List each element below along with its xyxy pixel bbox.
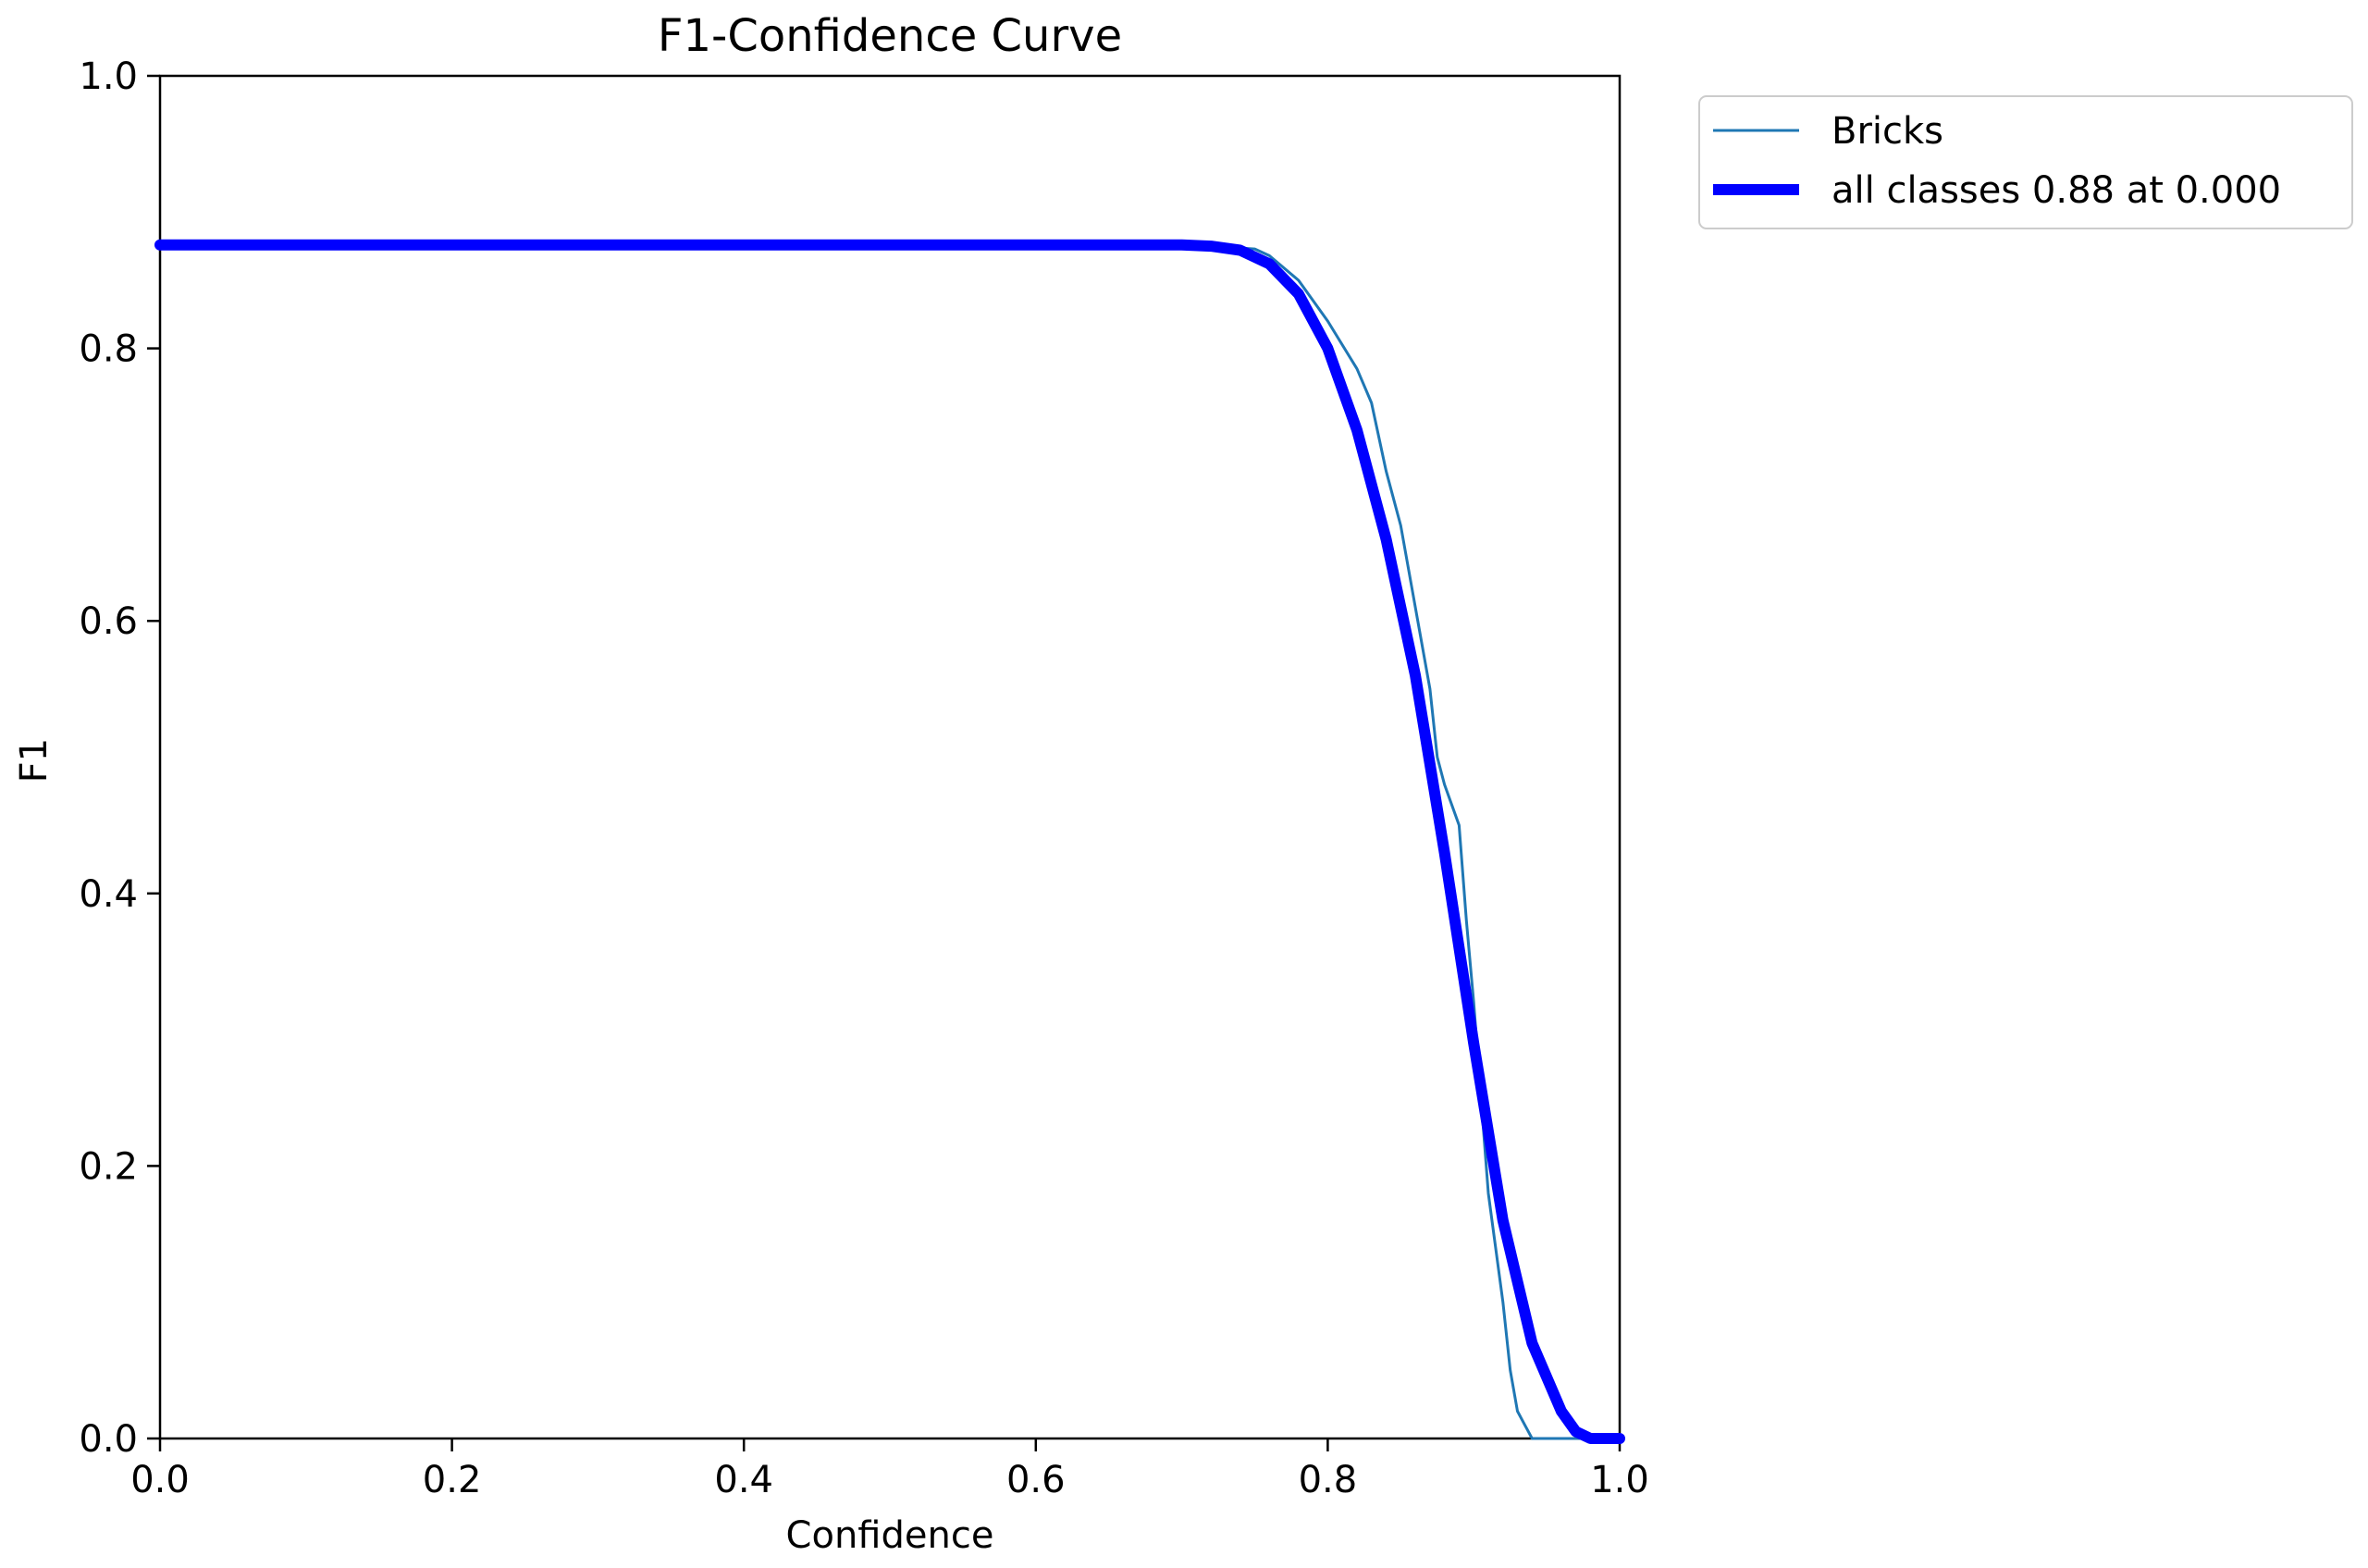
series-line-bricks xyxy=(158,244,1622,1440)
y-tick-label: 0.6 xyxy=(79,600,138,643)
legend-label-all-classes: all classes 0.88 at 0.000 xyxy=(1832,169,2281,212)
chart-title: F1-Confidence Curve xyxy=(658,10,1122,62)
x-tick-label: 0.4 xyxy=(714,1459,773,1501)
y-tick-label: 1.0 xyxy=(79,56,138,98)
series-line-all-classes xyxy=(154,239,1625,1444)
y-tick-label: 0.2 xyxy=(79,1145,138,1188)
x-tick-label: 0.8 xyxy=(1299,1459,1358,1501)
y-axis-label: F1 xyxy=(13,738,56,783)
y-axis-ticks: 0.0 0.2 0.4 0.6 0.8 1.0 xyxy=(79,56,160,1461)
series-group xyxy=(154,239,1625,1444)
legend-box xyxy=(1698,95,2353,229)
x-tick-label: 0.6 xyxy=(1006,1459,1066,1501)
plot-area xyxy=(158,74,1622,1440)
x-tick-label: 0.0 xyxy=(130,1459,190,1501)
y-tick-label: 0.4 xyxy=(79,873,138,916)
legend: Bricks all classes 0.88 at 0.000 xyxy=(1698,95,2353,229)
x-axis-label: Confidence xyxy=(786,1514,994,1557)
x-axis-ticks: 0.0 0.2 0.4 0.6 0.8 1.0 xyxy=(130,1438,1649,1501)
x-tick-label: 1.0 xyxy=(1590,1459,1649,1501)
y-tick-label: 0.8 xyxy=(79,328,138,371)
legend-label-bricks: Bricks xyxy=(1832,110,1943,153)
y-tick-label: 0.0 xyxy=(79,1418,138,1461)
x-tick-label: 0.2 xyxy=(423,1459,482,1501)
